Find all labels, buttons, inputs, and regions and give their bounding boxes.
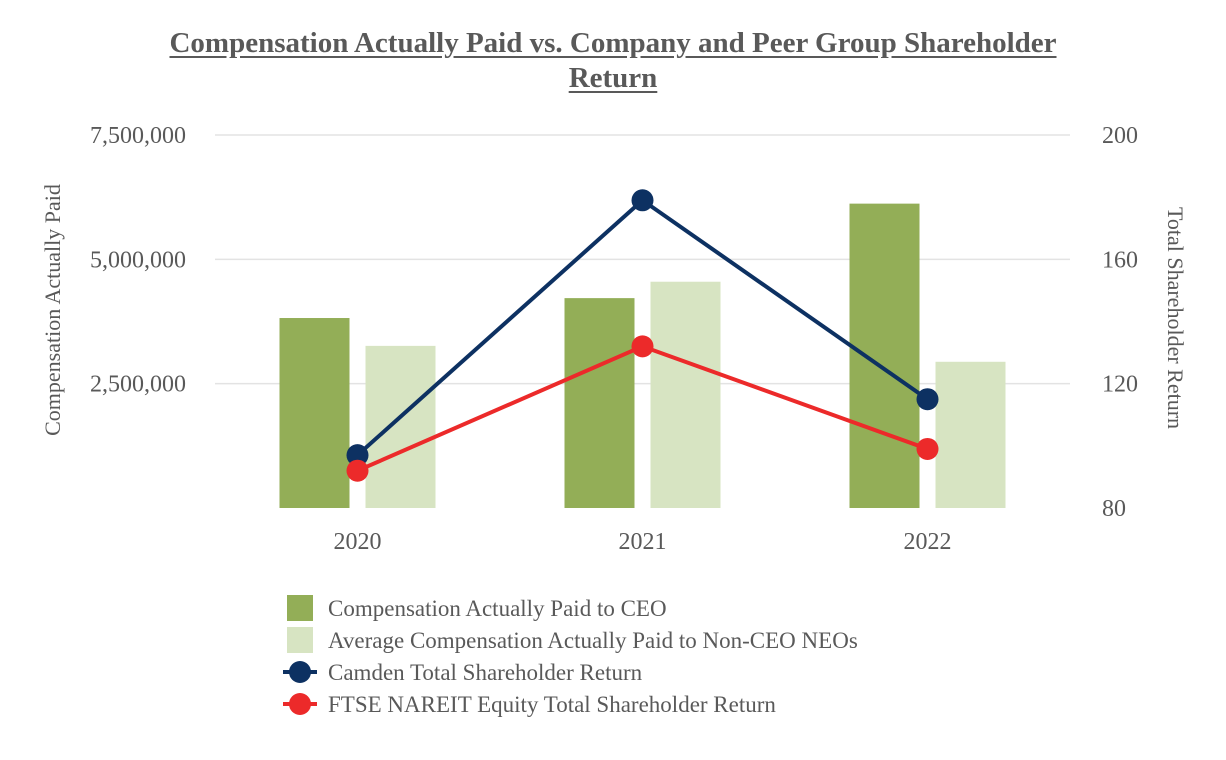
legend-label: Camden Total Shareholder Return: [328, 660, 643, 685]
chart-title: Compensation Actually Paid vs. Company a…: [0, 26, 1226, 96]
x-tick-label: 2020: [334, 529, 382, 555]
point-camden-tsr-2020: [346, 444, 369, 467]
point-ftse-nareit-tsr-2020: [346, 459, 369, 482]
legend-marker-ftse-nareit-tsr: [289, 693, 311, 715]
y2-tick-label: 200: [1102, 123, 1138, 149]
y2-tick-label: 120: [1102, 372, 1138, 398]
y-axis-title: Compensation Actually Paid: [40, 184, 65, 436]
legend-swatch-ceo: [287, 595, 313, 621]
line-ftse-nareit-tsr: [356, 344, 929, 473]
point-ftse-nareit-tsr-2021: [631, 335, 654, 358]
y-tick-label: 7,500,000: [90, 123, 186, 149]
y2-axis-title: Total Shareholder Return: [1163, 207, 1188, 429]
x-tick-label: 2022: [904, 529, 952, 555]
x-tick-label: 2021: [619, 529, 667, 555]
legend-swatch-non-ceo-neo: [287, 627, 313, 653]
bar-non-ceo-neo-2022: [935, 361, 1006, 508]
gridlines: [215, 134, 1070, 385]
y2-tick-label: 160: [1102, 247, 1138, 273]
chart-title-line-2: Return: [568, 62, 658, 94]
bar-ceo-2021: [564, 298, 635, 508]
point-camden-tsr-2021: [631, 189, 654, 212]
lines: [346, 189, 939, 482]
legend-label: FTSE NAREIT Equity Total Shareholder Ret…: [328, 692, 776, 717]
legend-label: Compensation Actually Paid to CEO: [328, 596, 667, 621]
legend: Compensation Actually Paid to CEO Average…: [283, 595, 858, 717]
bar-ceo-2020: [279, 318, 350, 508]
legend-marker-camden-tsr: [289, 661, 311, 683]
bars: [279, 203, 1006, 508]
chart-title-line-1: Compensation Actually Paid vs. Company a…: [169, 27, 1057, 59]
point-camden-tsr-2022: [916, 388, 939, 411]
legend-label: Average Compensation Actually Paid to No…: [328, 628, 858, 653]
bar-non-ceo-neo-2020: [365, 345, 436, 508]
y2-tick-label: 80: [1102, 496, 1126, 522]
bar-ceo-2022: [849, 203, 920, 508]
point-ftse-nareit-tsr-2022: [916, 437, 939, 460]
y-tick-label: 5,000,000: [90, 247, 186, 273]
axes: 2,500,000 5,000,000 7,500,000 80 120 160 200 20…: [90, 123, 1138, 555]
y-tick-label: 2,500,000: [90, 372, 186, 398]
bar-non-ceo-neo-2021: [650, 281, 721, 508]
